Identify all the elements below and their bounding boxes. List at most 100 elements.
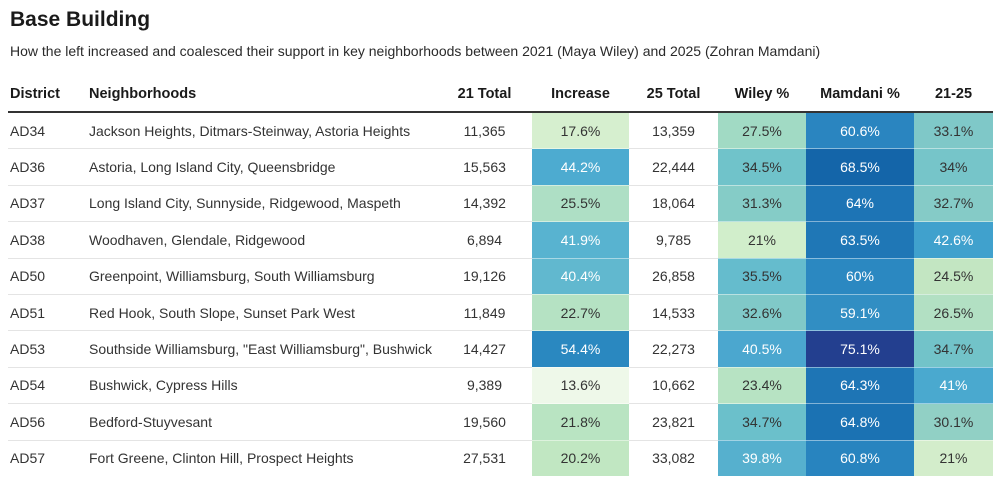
cell-25-total: 26,858: [629, 258, 718, 295]
header-21-total: 21 Total: [437, 77, 532, 113]
cell-21-25: 26.5%: [914, 294, 993, 332]
cell-25-total: 22,444: [629, 148, 718, 186]
cell-increase: 20.2%: [532, 440, 629, 476]
cell-21-total: 15,563: [437, 148, 532, 186]
header-mamdani-pct: Mamdani %: [806, 77, 914, 113]
cell-neighborhoods: Red Hook, South Slope, Sunset Park West: [89, 294, 437, 332]
header-neighborhoods: Neighborhoods: [89, 77, 437, 113]
cell-21-total: 11,365: [437, 112, 532, 150]
cell-mamdani-pct: 64.3%: [806, 367, 914, 405]
table-row: AD57 Fort Greene, Clinton Hill, Prospect …: [8, 440, 993, 476]
cell-wiley-pct: 35.5%: [718, 258, 806, 295]
cell-neighborhoods: Astoria, Long Island City, Queensbridge: [89, 148, 437, 186]
cell-neighborhoods: Southside Williamsburg, "East Williamsbu…: [89, 330, 437, 368]
cell-21-25: 42.6%: [914, 221, 993, 259]
cell-25-total: 13,359: [629, 112, 718, 150]
cell-21-25: 30.1%: [914, 403, 993, 441]
cell-25-total: 10,662: [629, 367, 718, 405]
cell-25-total: 14,533: [629, 294, 718, 332]
cell-mamdani-pct: 59.1%: [806, 294, 914, 332]
cell-district: AD53: [8, 330, 89, 368]
cell-increase: 44.2%: [532, 148, 629, 186]
cell-mamdani-pct: 63.5%: [806, 221, 914, 259]
cell-21-total: 11,849: [437, 294, 532, 332]
cell-21-total: 14,392: [437, 185, 532, 223]
cell-increase: 41.9%: [532, 221, 629, 259]
cell-district: AD51: [8, 294, 89, 332]
cell-21-25: 34.7%: [914, 330, 993, 368]
table-row: AD38 Woodhaven, Glendale, Ridgewood 6,894 4…: [8, 221, 993, 259]
header-21-25: 21-25: [914, 77, 993, 113]
cell-district: AD56: [8, 403, 89, 441]
cell-21-total: 19,560: [437, 403, 532, 441]
cell-wiley-pct: 27.5%: [718, 112, 806, 150]
cell-mamdani-pct: 64.8%: [806, 403, 914, 441]
cell-21-25: 41%: [914, 367, 993, 405]
cell-increase: 54.4%: [532, 330, 629, 368]
header-increase: Increase: [532, 77, 629, 113]
cell-mamdani-pct: 68.5%: [806, 148, 914, 186]
cell-mamdani-pct: 64%: [806, 185, 914, 223]
cell-district: AD50: [8, 258, 89, 295]
cell-21-total: 14,427: [437, 330, 532, 368]
page-subtitle: How the left increased and coalesced the…: [10, 43, 821, 59]
cell-21-total: 27,531: [463, 450, 506, 467]
cell-mamdani-pct: 60%: [806, 258, 914, 295]
results-table: District Neighborhoods 21 Total Increase…: [8, 77, 993, 476]
cell-21-total: 9,389: [437, 367, 532, 405]
cell-increase: 17.6%: [532, 112, 629, 150]
cell-21-25: 24.5%: [914, 258, 993, 295]
table-row: AD34 Jackson Heights, Ditmars-Steinway, A…: [8, 112, 993, 150]
cell-25-total: 22,273: [629, 330, 718, 368]
cell-district: AD54: [8, 367, 89, 405]
cell-increase: 25.5%: [532, 185, 629, 223]
cell-wiley-pct: 39.8%: [718, 440, 806, 476]
cell-wiley-pct: 32.6%: [718, 294, 806, 332]
cell-21-25: 34%: [914, 148, 993, 186]
table-row: AD50 Greenpoint, Williamsburg, South Will…: [8, 258, 993, 295]
cell-21-25: 32.7%: [914, 185, 993, 223]
header-wiley-pct: Wiley %: [718, 77, 806, 113]
cell-district: AD34: [8, 112, 89, 150]
cell-mamdani-pct: 75.1%: [806, 330, 914, 368]
cell-neighborhoods: Woodhaven, Glendale, Ridgewood: [89, 221, 437, 259]
table-row: AD37 Long Island City, Sunnyside, Ridgewo…: [8, 185, 993, 223]
cell-wiley-pct: 31.3%: [718, 185, 806, 223]
cell-25-total: 18,064: [629, 185, 718, 223]
cell-increase: 22.7%: [532, 294, 629, 332]
cell-21-25: 21%: [914, 440, 993, 476]
cell-increase: 40.4%: [532, 258, 629, 295]
cell-neighborhoods: Long Island City, Sunnyside, Ridgewood, …: [89, 185, 437, 223]
cell-district: AD36: [8, 148, 89, 186]
cell-wiley-pct: 21%: [718, 221, 806, 259]
cell-increase: 13.6%: [532, 367, 629, 405]
cell-neighborhoods: Bedford-Stuyvesant: [89, 403, 437, 441]
cell-wiley-pct: 34.5%: [718, 148, 806, 186]
cell-neighborhoods: Greenpoint, Williamsburg, South Williams…: [89, 258, 437, 295]
table-header-row: District Neighborhoods 21 Total Increase…: [8, 77, 993, 113]
cell-25-total: 23,821: [629, 403, 718, 441]
cell-mamdani-pct: 60.8%: [806, 440, 914, 476]
cell-increase: 21.8%: [532, 403, 629, 441]
cell-wiley-pct: 34.7%: [718, 403, 806, 441]
cell-25-total: 33,082: [652, 450, 695, 467]
cell-25-total: 9,785: [629, 221, 718, 259]
cell-21-total: 6,894: [437, 221, 532, 259]
page-title: Base Building: [10, 8, 151, 31]
cell-wiley-pct: 23.4%: [718, 367, 806, 405]
cell-21-total: 19,126: [437, 258, 532, 295]
cell-neighborhoods: Jackson Heights, Ditmars-Steinway, Astor…: [89, 112, 437, 150]
cell-wiley-pct: 40.5%: [718, 330, 806, 368]
table-body: AD34 Jackson Heights, Ditmars-Steinway, A…: [8, 112, 993, 476]
table-row: AD56 Bedford-Stuyvesant 19,560 21.8% 23,821 3…: [8, 403, 993, 441]
cell-district: AD38: [8, 221, 89, 259]
cell-mamdani-pct: 60.6%: [806, 112, 914, 150]
cell-district: AD37: [8, 185, 89, 223]
header-25-total: 25 Total: [629, 77, 718, 113]
table-row: AD51 Red Hook, South Slope, Sunset Park W…: [8, 294, 993, 332]
table-row: AD53 Southside Williamsburg, "East Willia…: [8, 330, 993, 368]
cell-21-25: 33.1%: [914, 112, 993, 150]
cell-neighborhoods: Fort Greene, Clinton Hill, Prospect Heig…: [89, 450, 354, 467]
cell-district: AD57: [10, 450, 46, 467]
